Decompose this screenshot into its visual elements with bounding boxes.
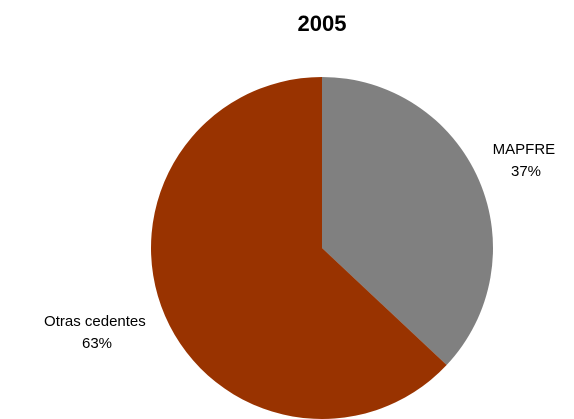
slice-name-mapfre: MAPFRE [493,141,556,158]
slice-label-mapfre: MAPFRE 37% [493,141,560,180]
slice-percent-mapfre: 37% [511,163,541,180]
chart-title: 2005 [298,11,347,36]
pie-slices [150,77,493,419]
slice-name-otras-cedentes: Otras cedentes [44,313,146,330]
slice-percent-otras-cedentes: 63% [82,335,112,352]
pie-slice-otras-cedentes [150,77,447,419]
pie-slice-mapfre [322,77,493,366]
slice-label-otras-cedentes: Otras cedentes 63% [44,313,150,352]
